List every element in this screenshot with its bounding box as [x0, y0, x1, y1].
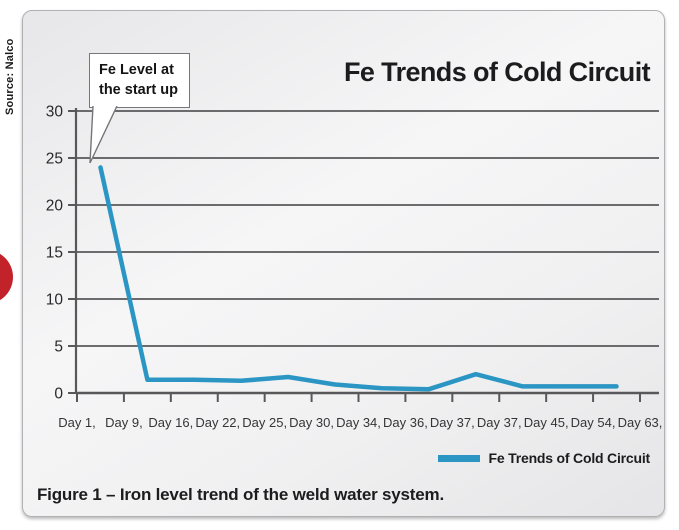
y-axis-tick-label: 0	[54, 386, 63, 403]
trend-line	[98, 165, 619, 392]
legend: Fe Trends of Cold Circuit	[437, 450, 651, 466]
y-axis-tick-label: 10	[46, 292, 64, 309]
x-axis-tick-label: Day 22,	[195, 415, 240, 430]
figure-caption: Figure 1 – Iron level trend of the weld …	[37, 485, 444, 504]
legend-line-swatch	[437, 454, 480, 462]
x-axis-tick-label: Day 63,	[618, 415, 663, 430]
y-axis-tick-label: 5	[54, 339, 63, 356]
y-axis-tick-label: 30	[46, 104, 64, 121]
y-axis-tick-label: 15	[46, 245, 63, 262]
red-bullet-decoration	[0, 250, 13, 304]
x-axis-tick-label: Day 16,	[148, 415, 193, 430]
x-axis-tick-label: Day 37,	[430, 415, 475, 430]
x-axis-tick-label: Day 1,	[58, 415, 96, 430]
x-axis-tick-label: Day 9,	[105, 415, 143, 430]
y-axis-tick-label: 25	[46, 151, 63, 168]
x-axis-tick-label: Day 37,	[477, 415, 522, 430]
y-axis-tick-label: 20	[46, 198, 64, 215]
source-credit-label: Source: Nalco	[4, 38, 16, 115]
legend-series-label: Fe Trends of Cold Circuit	[488, 450, 651, 466]
callout-text-line2: the start up	[99, 82, 178, 98]
chart-panel: Fe Trends of Cold Circuit 0 5 10 15 20 25 30 Da…	[22, 10, 665, 517]
callout-text-line1: Fe Level at	[99, 62, 174, 78]
callout-box: Fe Level at the start up	[89, 53, 190, 108]
x-axis-tick-label: Day 45,	[524, 415, 569, 430]
x-axis-tick-label: Day 34,	[336, 415, 381, 430]
x-axis-tick-label: Day 25,	[242, 415, 287, 430]
chart-title: Fe Trends of Cold Circuit	[343, 57, 651, 87]
x-axis-tick-label: Day 30,	[289, 415, 334, 430]
x-axis-tick-label: Day 54,	[571, 415, 616, 430]
x-axis-tick-label: Day 36,	[383, 415, 428, 430]
